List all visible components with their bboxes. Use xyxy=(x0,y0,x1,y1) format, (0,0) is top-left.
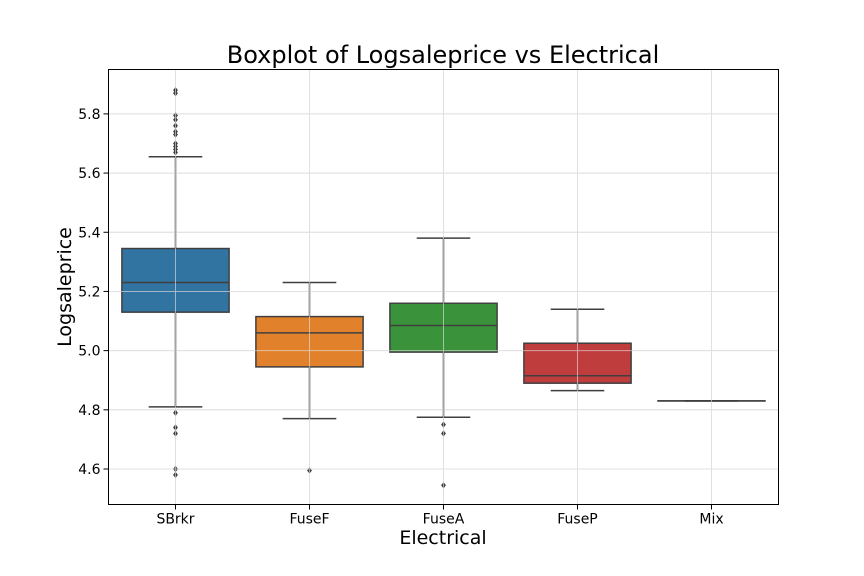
x-axis-label: Electrical xyxy=(399,527,486,549)
chart-title: Boxplot of Logsaleprice vs Electrical xyxy=(227,41,660,69)
y-tick-label: 5.2 xyxy=(78,284,100,300)
y-tick-label: 4.6 xyxy=(78,462,100,478)
y-tick-label: 5.0 xyxy=(78,344,100,360)
x-tick-label: SBrkr xyxy=(156,512,194,528)
y-tick-label: 5.8 xyxy=(78,107,100,123)
y-tick-label: 4.8 xyxy=(78,403,100,419)
x-tick-label: FuseA xyxy=(423,512,465,528)
y-axis-label: Logsaleprice xyxy=(54,227,76,347)
x-tick-label: FuseF xyxy=(289,512,329,528)
y-tick-label: 5.4 xyxy=(78,225,100,241)
x-tick-label: Mix xyxy=(699,512,723,528)
grid-overlay xyxy=(108,69,779,505)
y-tick-label: 5.6 xyxy=(78,166,100,182)
x-axis-ticks: SBrkr FuseF FuseA FuseP Mix xyxy=(156,504,724,528)
y-axis-ticks: 4.6 4.8 5.0 5.2 5.4 5.6 5.8 xyxy=(78,107,109,478)
x-tick-label: FuseP xyxy=(557,512,598,528)
